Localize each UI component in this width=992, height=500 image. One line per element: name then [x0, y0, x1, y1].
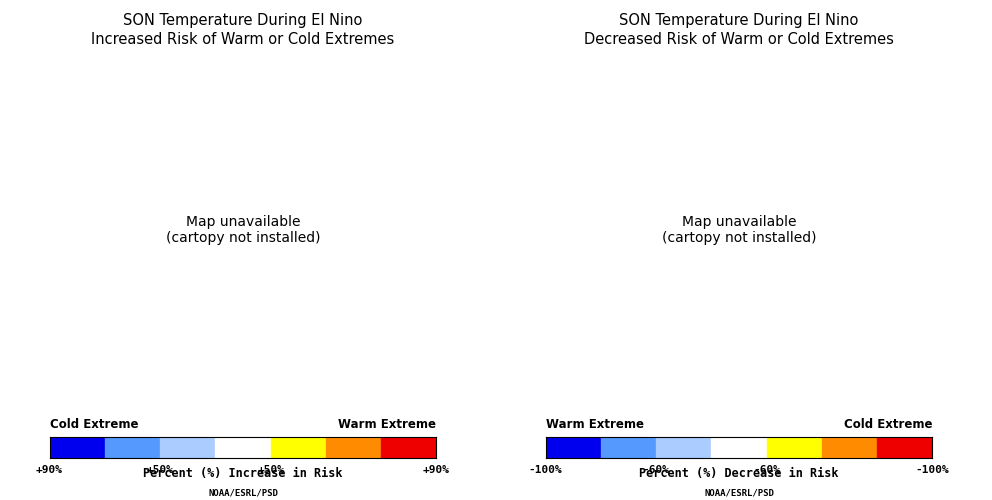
Bar: [711, 436, 767, 458]
Bar: [381, 436, 436, 458]
Text: +90%: +90%: [36, 465, 63, 475]
Bar: [160, 436, 215, 458]
Bar: [546, 436, 601, 458]
Text: NOAA/ESRL/PSD: NOAA/ESRL/PSD: [208, 489, 278, 498]
Text: -60%: -60%: [643, 465, 670, 475]
Bar: [767, 436, 822, 458]
Bar: [601, 436, 656, 458]
Bar: [215, 436, 271, 458]
Bar: [326, 436, 381, 458]
Text: Warm Extreme: Warm Extreme: [338, 418, 436, 431]
Bar: [105, 436, 160, 458]
Text: Percent (%) Increase in Risk: Percent (%) Increase in Risk: [143, 467, 343, 480]
Bar: [271, 436, 326, 458]
Text: -60%: -60%: [753, 465, 780, 475]
Bar: [822, 436, 877, 458]
Text: Map unavailable
(cartopy not installed): Map unavailable (cartopy not installed): [662, 215, 816, 245]
Text: Cold Extreme: Cold Extreme: [844, 418, 932, 431]
Text: +50%: +50%: [147, 465, 174, 475]
Bar: [50, 436, 105, 458]
Text: +50%: +50%: [257, 465, 284, 475]
Text: -100%: -100%: [529, 465, 562, 475]
Text: SON Temperature During El Nino
Decreased Risk of Warm or Cold Extremes: SON Temperature During El Nino Decreased…: [584, 12, 894, 48]
Bar: [877, 436, 932, 458]
Text: +90%: +90%: [423, 465, 450, 475]
Text: Map unavailable
(cartopy not installed): Map unavailable (cartopy not installed): [166, 215, 320, 245]
Text: Percent (%) Decrease in Risk: Percent (%) Decrease in Risk: [639, 467, 839, 480]
Text: SON Temperature During El Nino
Increased Risk of Warm or Cold Extremes: SON Temperature During El Nino Increased…: [91, 12, 395, 48]
Text: -100%: -100%: [916, 465, 949, 475]
Text: Cold Extreme: Cold Extreme: [50, 418, 138, 431]
Text: Warm Extreme: Warm Extreme: [546, 418, 644, 431]
Text: NOAA/ESRL/PSD: NOAA/ESRL/PSD: [704, 489, 774, 498]
Bar: [656, 436, 711, 458]
